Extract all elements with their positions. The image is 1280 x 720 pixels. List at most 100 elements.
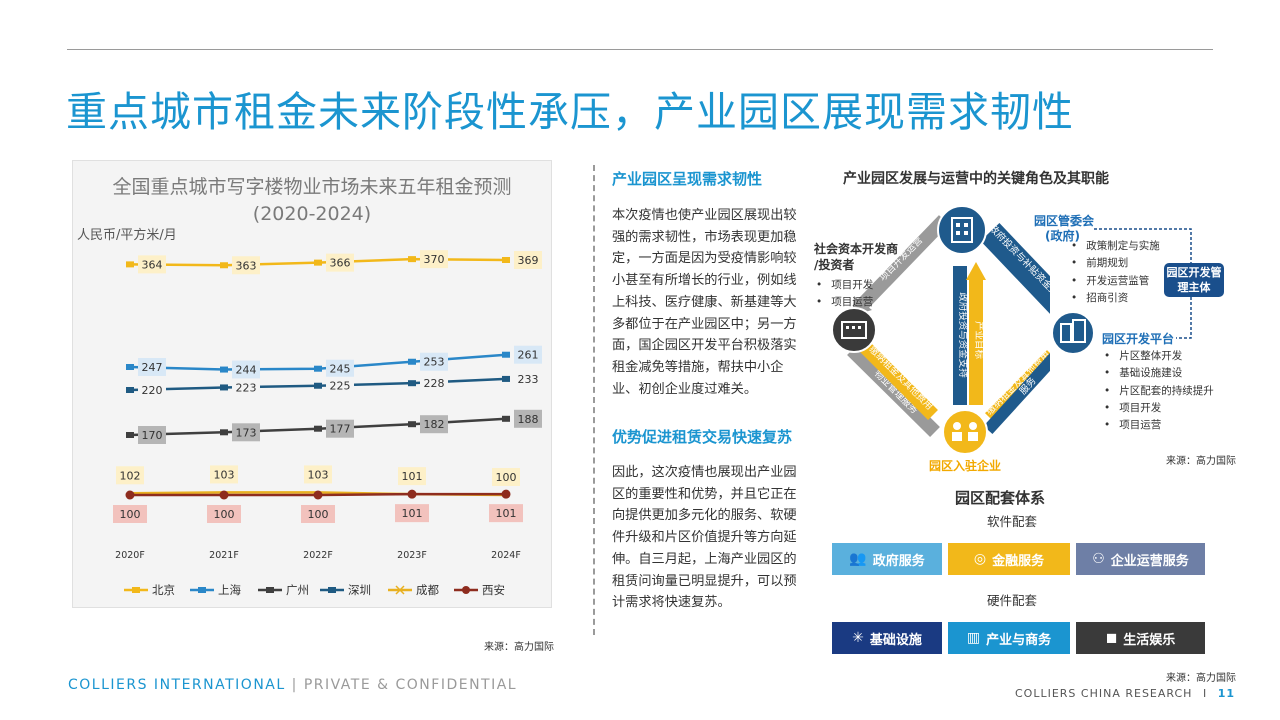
legend-label: 深圳 — [348, 583, 371, 597]
list-item: 项目运营 — [816, 294, 873, 311]
section2-heading: 优势促进租赁交易快速复苏 — [612, 428, 793, 446]
data-label-box — [514, 251, 542, 269]
data-label-box — [326, 359, 354, 378]
data-label-box — [420, 352, 448, 371]
list-item: 前期规划 — [1071, 255, 1160, 272]
chart-title-line2: (2020-2024) — [252, 203, 372, 225]
data-label-box — [138, 381, 166, 399]
finance-service-pill: ◎ 金融服务 — [948, 543, 1070, 575]
data-point — [126, 364, 134, 370]
list-item: 片区整体开发 — [1104, 348, 1214, 365]
social-node — [831, 307, 877, 353]
data-label: 253 — [424, 356, 445, 369]
data-label-box — [210, 465, 238, 484]
data-label-box — [138, 358, 166, 376]
gov-role-list: 政策制定与实施 前期规划 开发运营监管 招商引资 — [1071, 238, 1160, 307]
data-label-box — [113, 505, 147, 523]
tenant-node — [942, 409, 988, 455]
data-point — [220, 366, 228, 373]
legend-item: 北京 — [124, 583, 175, 597]
footer-left: COLLIERS INTERNATIONAL | PRIVATE & CONFI… — [68, 677, 517, 693]
data-label-box — [138, 426, 166, 444]
data-label: 261 — [518, 349, 539, 362]
legend-label: 西安 — [482, 583, 505, 597]
data-label: 188 — [518, 413, 539, 426]
footer-confidential: PRIVATE & CONFIDENTIAL — [303, 677, 518, 693]
platform-node — [1051, 311, 1095, 355]
data-point — [313, 490, 323, 500]
mgmt-box-line2: 理主体 — [1177, 281, 1211, 294]
legend-label: 北京 — [152, 583, 175, 597]
data-label: 103 — [308, 468, 329, 481]
data-point — [502, 415, 510, 422]
data-label-box — [398, 467, 426, 486]
legend-item: 上海 — [190, 583, 241, 597]
x-tick-label: 2022F — [303, 550, 333, 561]
data-label: 366 — [330, 257, 351, 270]
data-point — [220, 384, 228, 391]
data-label: 100 — [496, 471, 517, 484]
data-label-box — [232, 378, 260, 397]
team-icon: ⚇ — [1092, 551, 1105, 567]
column-divider — [593, 165, 595, 635]
data-label: 100 — [214, 508, 235, 521]
top-rule — [67, 49, 1213, 50]
support-title: 园区配套体系 — [954, 489, 1045, 507]
enterprise-service-pill: ⚇ 企业运营服务 — [1076, 543, 1205, 575]
data-point — [407, 489, 417, 499]
business-pill: ▥ 产业与商务 — [948, 622, 1070, 654]
mgmt-box-line1: 园区开发管 — [1166, 266, 1222, 279]
infrastructure-pill: ✳ 基础设施 — [832, 622, 942, 654]
list-item: 招商引资 — [1071, 290, 1160, 307]
legend-item: 成都 — [388, 583, 439, 597]
data-label-box — [232, 256, 260, 275]
data-label-box — [232, 360, 260, 379]
data-label: 223 — [236, 381, 257, 394]
data-label-box — [304, 465, 332, 484]
network-icon: ✳ — [852, 630, 864, 646]
chart-y-unit: 人民币/平方米/月 — [77, 228, 177, 243]
data-label: 102 — [120, 469, 141, 482]
social-role-list: 项目开发 项目运营 — [816, 277, 873, 312]
data-label-box — [420, 250, 448, 269]
data-label-box — [301, 505, 335, 523]
data-label-box — [489, 504, 523, 523]
office-building-icon — [951, 217, 973, 243]
arrow-tenant-to-platform: 缴纳租金及其他费用 — [983, 348, 1050, 423]
building-icon: ▥ — [966, 630, 981, 646]
x-tick-label: 2024F — [491, 550, 521, 561]
data-label: 244 — [236, 364, 257, 377]
x-tick-label: 2021F — [209, 550, 239, 561]
chart-title-line1: 全国重点城市写字楼物业市场未来五年租金预测 — [112, 176, 512, 198]
data-label: 177 — [330, 423, 351, 436]
data-label: 363 — [236, 259, 257, 272]
series-西安: 100 100 100 101 101 — [113, 489, 523, 523]
footer-right-sep: I — [1202, 687, 1208, 700]
pill-label: 产业与商务 — [986, 632, 1052, 648]
data-label: 101 — [402, 507, 423, 520]
series-广州: 170 173 177 182 188 — [126, 409, 542, 444]
data-label: 101 — [402, 470, 423, 483]
data-label-box — [232, 423, 260, 442]
x-tick-label: 2023F — [397, 550, 427, 561]
chart-source: 来源：高力国际 — [484, 642, 554, 653]
data-point — [502, 351, 510, 358]
factory-icon — [841, 321, 867, 339]
management-bracket — [1094, 228, 1192, 339]
footer-separator: | — [285, 677, 304, 693]
diagram-source: 来源：高力国际 — [1166, 456, 1236, 467]
data-point — [408, 421, 416, 428]
data-point — [502, 257, 510, 263]
data-label-box — [514, 345, 542, 364]
list-item: 政策制定与实施 — [1071, 238, 1160, 255]
hardware-label: 硬件配套 — [986, 593, 1037, 608]
data-label: 364 — [142, 258, 163, 271]
list-item: 项目开发 — [816, 277, 873, 294]
gov-role-name: 园区管委会 — [1034, 214, 1095, 228]
section1-heading: 产业园区呈现需求韧性 — [612, 170, 763, 188]
people-icon: 👥 — [849, 551, 867, 567]
data-point — [126, 387, 134, 393]
data-label-box — [420, 374, 448, 393]
people-icon — [953, 422, 961, 430]
